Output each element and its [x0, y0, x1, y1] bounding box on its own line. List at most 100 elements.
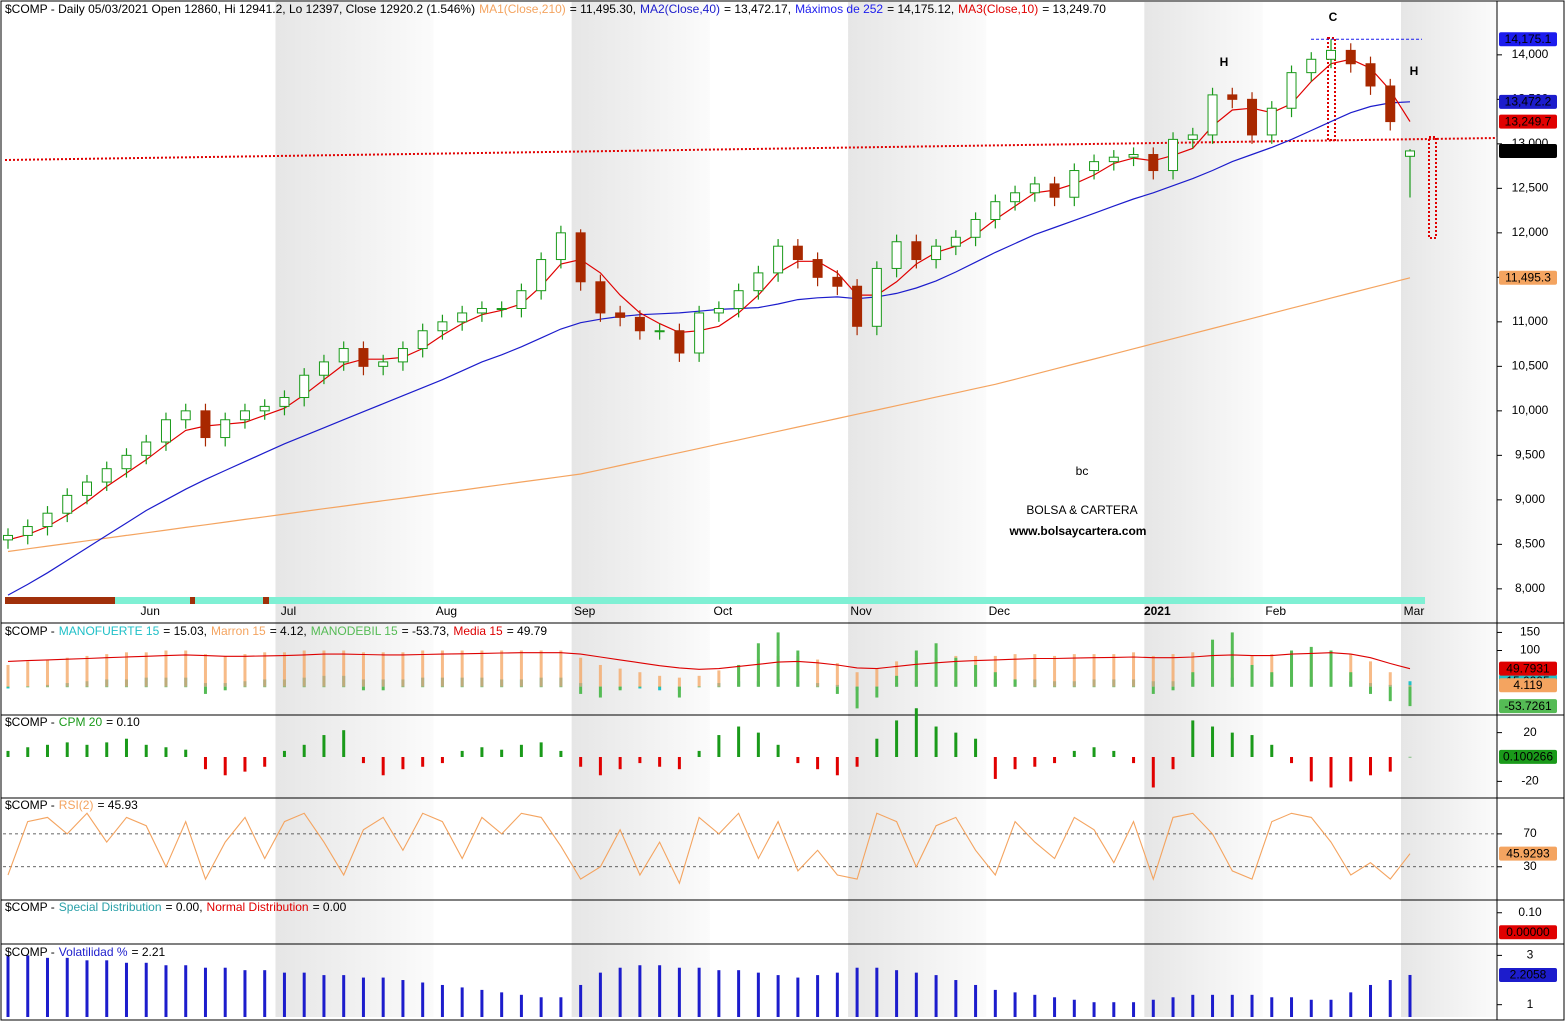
indicator-bar — [1053, 757, 1057, 764]
indicator-bar — [460, 750, 464, 757]
indicator-bar — [65, 657, 69, 687]
indicator-bar — [124, 652, 128, 687]
x-tick-label: Jul — [281, 604, 296, 618]
indicator-bar — [322, 650, 326, 687]
y-tick-label: 30 — [1523, 859, 1537, 873]
candle-body — [1029, 183, 1040, 194]
indicator-bar — [658, 675, 662, 687]
indicator-bar — [381, 652, 385, 687]
indicator-bar — [1191, 672, 1195, 687]
indicator-bar — [401, 686, 405, 688]
indicator-bar — [1250, 735, 1254, 757]
indicator-bar — [342, 730, 346, 757]
candle-body — [812, 259, 823, 278]
indicator-bar — [263, 652, 267, 687]
indicator-bar — [1369, 686, 1373, 694]
legend-text: Normal Distribution — [207, 900, 309, 914]
y-tick-label: 8,500 — [1515, 537, 1545, 551]
indicator-bar — [500, 650, 504, 687]
indicator-bar — [934, 643, 938, 687]
candle-body — [239, 410, 250, 421]
legend-text: MA2(Close,40) — [640, 2, 720, 16]
indicator-bar — [875, 686, 879, 698]
value-box-label: 13,472.2 — [1505, 94, 1552, 108]
value-box — [1499, 114, 1557, 129]
indicator-bar — [1191, 720, 1195, 757]
indicator-bar — [65, 686, 69, 688]
indicator-bar — [440, 650, 444, 687]
indicator-bar — [934, 726, 938, 757]
indicator-bar — [381, 977, 385, 1017]
indicator-bar — [1053, 686, 1057, 688]
legend-text: = 11,495.30, — [570, 2, 636, 16]
y-tick-label: 70 — [1523, 826, 1537, 840]
indicator-bar — [638, 686, 642, 688]
indicator-bar — [1033, 654, 1037, 687]
x-tick-label: Nov — [850, 604, 871, 618]
legend-text: = 15.03, — [163, 624, 207, 638]
candle-body — [1247, 98, 1258, 136]
indicator-bar — [618, 686, 622, 691]
candle-body — [654, 330, 665, 333]
indicator-bar — [144, 652, 148, 687]
indicator-bar — [500, 992, 504, 1017]
indicator-bar — [598, 972, 602, 1017]
candle-body — [417, 330, 428, 350]
candle-body — [279, 396, 290, 407]
indicator-bar — [480, 686, 484, 688]
indicator-bar — [776, 632, 780, 687]
indicator-bar — [1270, 744, 1274, 757]
indicator-bar — [243, 654, 247, 687]
candle-body — [970, 218, 981, 238]
indicator-bar — [164, 965, 168, 1017]
indicator-bar — [164, 686, 168, 688]
indicator-bar — [85, 960, 89, 1017]
indicator-bar — [421, 757, 425, 767]
indicator-bar — [342, 686, 346, 688]
legend-text: = 4.12, — [270, 624, 307, 638]
indicator-bar — [1211, 994, 1215, 1017]
indicator-bar — [737, 726, 741, 757]
indicator-bar — [954, 732, 958, 757]
signal-strip — [5, 597, 1425, 604]
indicator-bar — [816, 659, 820, 687]
indicator-bar — [618, 757, 622, 770]
indicator-bar — [361, 757, 365, 764]
indicator-bar — [579, 984, 583, 1017]
indicator-bar — [954, 980, 958, 1017]
indicator-bar — [717, 686, 721, 688]
indicator-bar — [974, 984, 978, 1017]
legend-text: = 45.93 — [97, 798, 138, 812]
indicator-bar — [26, 955, 30, 1017]
candle-body — [990, 201, 1001, 220]
indicator-bar — [1290, 650, 1294, 687]
candle-body — [338, 348, 349, 363]
legend-text: = 49.79 — [507, 624, 548, 638]
moving-average-line — [7, 101, 1411, 596]
value-box-label: 45.9293 — [1506, 846, 1550, 860]
x-tick-label: Aug — [436, 604, 457, 618]
indicator-bar — [203, 757, 207, 770]
legend-text: = 0.10 — [106, 715, 140, 729]
indicator-bar — [1132, 1002, 1136, 1017]
indicator-bar — [1309, 757, 1313, 782]
indicator-bar — [440, 984, 444, 1017]
indicator-bar — [658, 686, 662, 688]
indicator-bar — [1171, 997, 1175, 1017]
candle-body — [852, 285, 863, 327]
indicator-bar — [480, 989, 484, 1017]
indicator-bar — [1151, 757, 1155, 788]
indicator-bar — [559, 997, 563, 1017]
value-box-label: 49.7931 — [1506, 661, 1550, 675]
y-tick-label: 20 — [1523, 725, 1537, 739]
indicator-bar — [1388, 672, 1392, 687]
candle-body — [378, 361, 389, 367]
pattern-annotation: C — [1329, 10, 1338, 24]
indicator-bar — [1112, 686, 1116, 688]
indicator-bar — [1112, 1002, 1116, 1017]
candle-body — [1227, 94, 1238, 100]
indicator-bar — [460, 987, 464, 1017]
